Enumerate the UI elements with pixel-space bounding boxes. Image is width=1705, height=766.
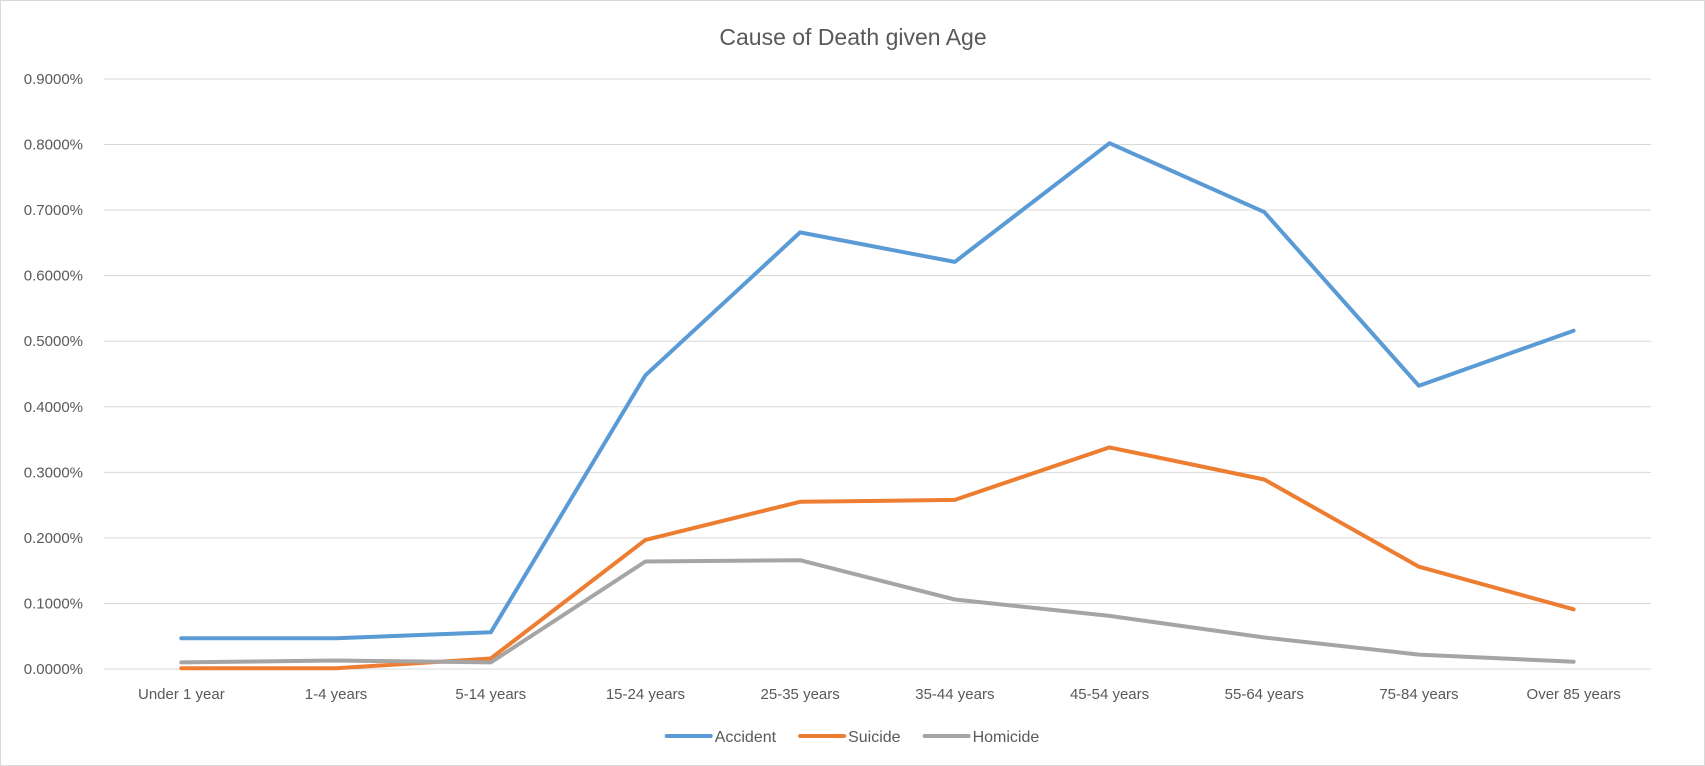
x-tick-label: Under 1 year xyxy=(138,686,225,703)
x-tick-label: 75-84 years xyxy=(1379,686,1458,703)
x-tick-label: 1-4 years xyxy=(305,686,368,703)
x-tick-label: 55-64 years xyxy=(1225,686,1304,703)
legend-item-homicide: Homicide xyxy=(922,729,1040,746)
y-tick-label: 0.2000% xyxy=(24,530,83,547)
legend: Accident Suicide Homicide xyxy=(664,729,1040,746)
x-tick-label: Over 85 years xyxy=(1527,686,1621,703)
legend-label: Accident xyxy=(715,729,777,746)
y-tick-label: 0.1000% xyxy=(24,595,83,612)
y-tick-label: 0.9000% xyxy=(24,71,83,88)
x-tick-label: 45-54 years xyxy=(1070,686,1149,703)
y-axis: 0.0000% 0.1000% 0.2000% 0.3000% 0.4000% 0.500… xyxy=(24,71,83,678)
y-tick-label: 0.8000% xyxy=(24,137,83,154)
legend-item-accident: Accident xyxy=(664,729,777,746)
legend-label: Homicide xyxy=(973,729,1040,746)
legend-label: Suicide xyxy=(848,729,901,746)
y-tick-label: 0.7000% xyxy=(24,202,83,219)
y-tick-label: 0.4000% xyxy=(24,399,83,416)
chart-title: Cause of Death given Age xyxy=(719,24,986,50)
y-tick-label: 0.6000% xyxy=(24,268,83,285)
y-tick-label: 0.0000% xyxy=(24,661,83,678)
series-line-accident xyxy=(179,141,1576,641)
series-line-homicide xyxy=(179,558,1576,665)
legend-item-suicide: Suicide xyxy=(798,729,901,746)
x-tick-label: 35-44 years xyxy=(915,686,994,703)
x-tick-label: 15-24 years xyxy=(606,686,685,703)
y-tick-label: 0.3000% xyxy=(24,464,83,481)
series-lines xyxy=(179,141,1576,671)
gridlines xyxy=(104,78,1651,670)
y-tick-label: 0.5000% xyxy=(24,333,83,350)
x-axis: Under 1 year 1-4 years 5-14 years 15-24 yea… xyxy=(138,686,1621,703)
x-tick-label: 25-35 years xyxy=(761,686,840,703)
x-tick-label: 5-14 years xyxy=(455,686,526,703)
